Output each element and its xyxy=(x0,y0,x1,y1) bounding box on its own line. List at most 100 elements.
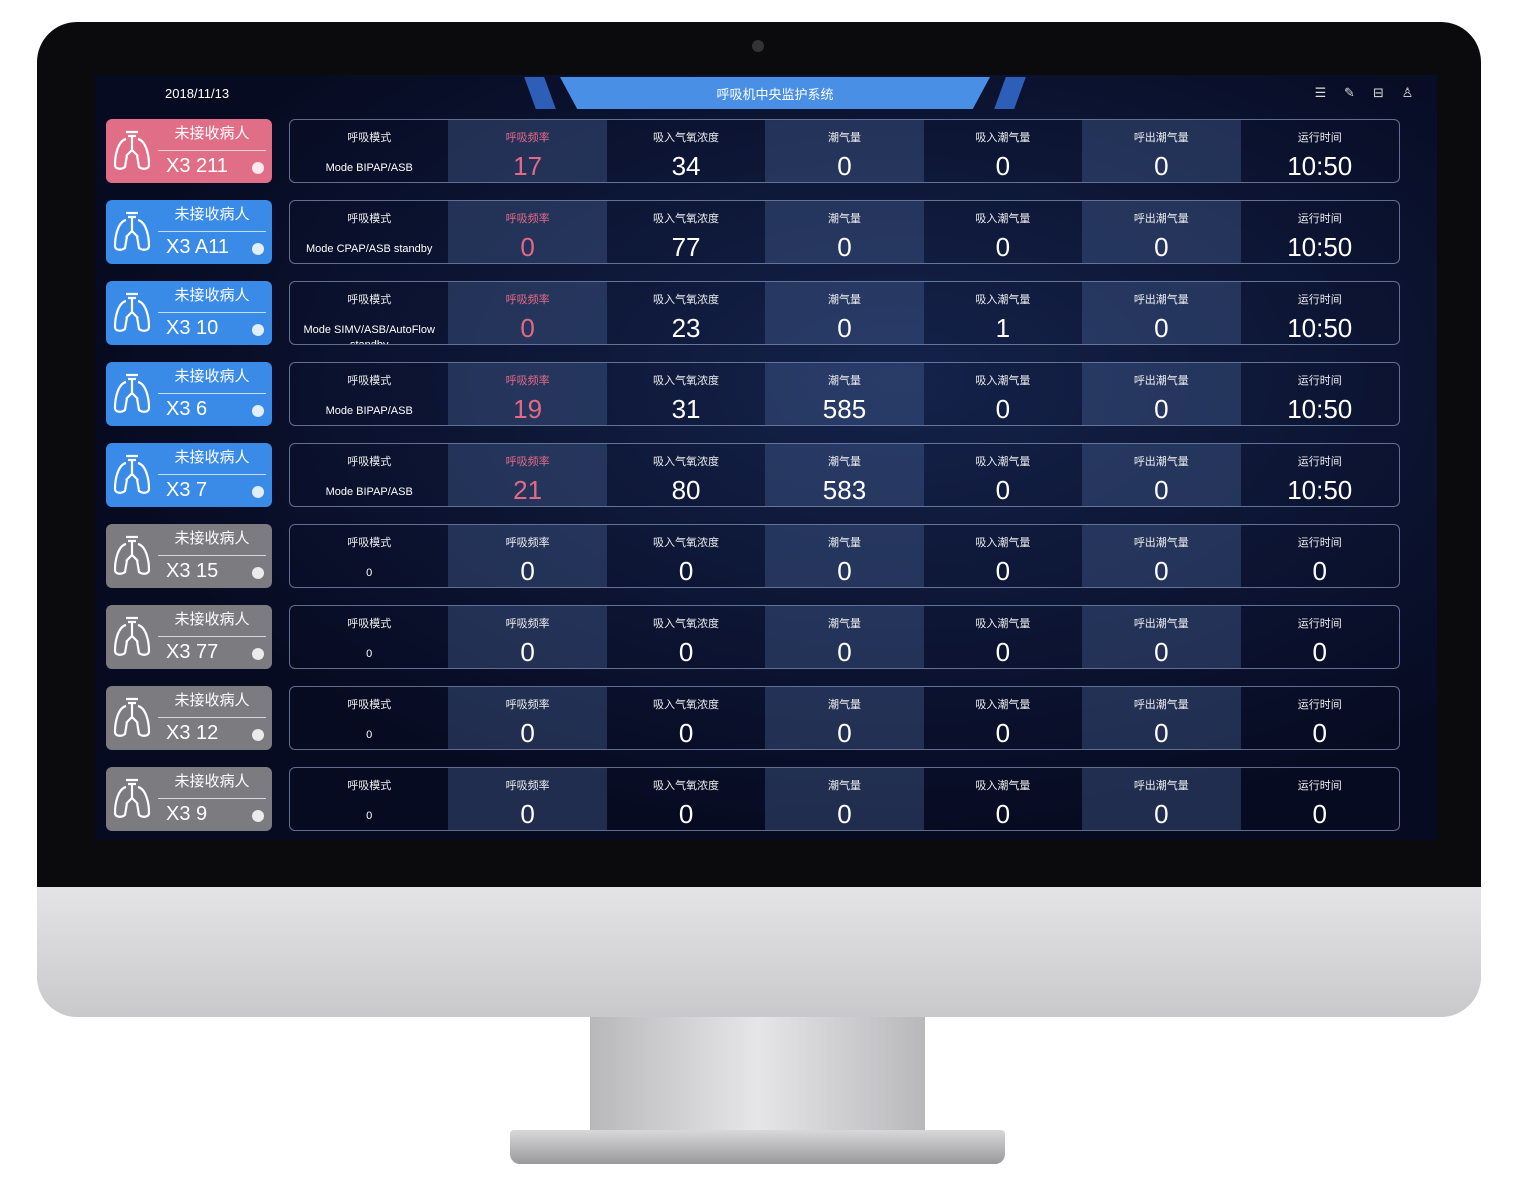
bed-card[interactable]: 未接收病人 X3 6 xyxy=(106,362,272,426)
layout-icon[interactable]: ⊟ xyxy=(1373,85,1384,100)
ventilator-row: 未接收病人 X3 12 呼吸模式 0 呼吸频率 0 吸入气氧浓度 0 潮气量 0 吸入潮气量 0 呼… xyxy=(106,686,1400,750)
cell-mode: 呼吸模式 Mode SIMV/ASB/AutoFlow standby xyxy=(290,282,448,344)
metric-label: 运行时间 xyxy=(1297,294,1342,306)
cell-metric: 潮气量 0 xyxy=(765,606,924,668)
metric-value: 585 xyxy=(822,394,867,424)
edit-icon[interactable] xyxy=(252,567,264,579)
patient-status: 未接收病人 xyxy=(158,119,266,151)
bed-id: X3 A11 xyxy=(166,236,230,258)
metric-label: 呼吸模式 xyxy=(347,780,392,792)
cell-metric: 吸入潮气量 1 xyxy=(924,282,1082,344)
lung-icon xyxy=(106,200,158,264)
edit-icon[interactable] xyxy=(252,648,264,660)
metrics-table: 呼吸模式 Mode BIPAP/ASB 呼吸频率 17 吸入气氧浓度 34 潮气量 0 吸入潮气… xyxy=(289,119,1400,183)
user-icon[interactable]: ♙ xyxy=(1401,85,1414,100)
toolbar: ☰ ✎ ⊟ ♙ xyxy=(1313,85,1415,100)
metric-label: 吸入潮气量 xyxy=(975,780,1031,792)
metric-value: 0 xyxy=(678,718,694,748)
edit-icon[interactable] xyxy=(252,729,264,741)
metric-value: 0 xyxy=(995,799,1011,829)
lung-icon xyxy=(106,281,158,345)
metric-value: 0 xyxy=(678,637,694,667)
metric-value: 31 xyxy=(671,394,701,424)
metric-label: 吸入气氧浓度 xyxy=(653,780,720,792)
cell-metric: 吸入气氧浓度 0 xyxy=(607,525,765,587)
metrics-table: 呼吸模式 0 呼吸频率 0 吸入气氧浓度 0 潮气量 0 吸入潮气量 0 呼出潮气量 0 运行时间 0 xyxy=(289,686,1400,750)
bed-id: X3 9 xyxy=(166,803,208,825)
cell-metric: 呼出潮气量 0 xyxy=(1082,201,1241,263)
metric-label: 潮气量 xyxy=(827,699,861,711)
metric-label: 运行时间 xyxy=(1297,213,1342,225)
bed-card[interactable]: 未接收病人 X3 211 xyxy=(106,119,272,183)
lung-icon xyxy=(106,767,158,831)
bed-id: X3 77 xyxy=(166,641,219,663)
edit-icon[interactable] xyxy=(252,810,264,822)
edit-icon[interactable] xyxy=(252,486,264,498)
edit-icon[interactable]: ✎ xyxy=(1344,85,1355,100)
cell-metric: 运行时间 10:50 xyxy=(1241,282,1399,344)
metric-value: 0 xyxy=(1154,475,1169,505)
cell-metric: 呼出潮气量 0 xyxy=(1082,606,1241,668)
cell-metric: 运行时间 10:50 xyxy=(1241,363,1399,425)
metric-label: 潮气量 xyxy=(827,537,861,549)
bed-card[interactable]: 未接收病人 X3 77 xyxy=(106,605,272,669)
metric-label: 吸入气氧浓度 xyxy=(653,456,720,468)
metric-value: 0 xyxy=(1154,637,1169,667)
cell-metric: 吸入气氧浓度 0 xyxy=(607,768,765,830)
metric-value: Mode BIPAP/ASB xyxy=(325,486,413,498)
metric-value: 0 xyxy=(1154,151,1169,181)
cell-metric: 潮气量 0 xyxy=(765,687,924,749)
menu-icon[interactable]: ☰ xyxy=(1314,85,1327,100)
metric-label: 呼出潮气量 xyxy=(1133,537,1189,549)
metric-value: 1 xyxy=(995,313,1011,343)
edit-icon[interactable] xyxy=(252,405,264,417)
metric-value: 34 xyxy=(671,151,701,181)
bed-card[interactable]: 未接收病人 X3 10 xyxy=(106,281,272,345)
metric-value: 0 xyxy=(520,637,535,667)
bed-card[interactable]: 未接收病人 X3 A11 xyxy=(106,200,272,264)
metric-value: 0 xyxy=(837,556,852,586)
metric-value: 0 xyxy=(520,232,535,262)
metric-value: 10:50 xyxy=(1287,313,1353,343)
cell-metric: 呼出潮气量 0 xyxy=(1082,768,1241,830)
metric-label: 吸入气氧浓度 xyxy=(653,213,720,225)
lung-icon xyxy=(106,605,158,669)
metric-value: 0 xyxy=(995,394,1011,424)
monitor-stand xyxy=(590,1017,925,1137)
metric-label: 呼出潮气量 xyxy=(1133,618,1189,630)
lung-icon xyxy=(106,686,158,750)
metric-value: 0 xyxy=(837,718,852,748)
metric-label: 呼出潮气量 xyxy=(1133,294,1189,306)
metric-value: 583 xyxy=(822,475,867,505)
patient-status: 未接收病人 xyxy=(158,281,266,313)
edit-icon[interactable] xyxy=(252,243,264,255)
lung-icon xyxy=(106,362,158,426)
cell-metric: 吸入气氧浓度 77 xyxy=(607,201,765,263)
bed-card[interactable]: 未接收病人 X3 7 xyxy=(106,443,272,507)
metric-value: 0 xyxy=(837,637,852,667)
metric-label: 吸入潮气量 xyxy=(975,699,1031,711)
date: 2018/11/13 xyxy=(165,86,230,101)
metric-value: 80 xyxy=(671,475,701,505)
cell-metric: 呼吸频率 17 xyxy=(448,120,607,182)
cell-metric: 吸入气氧浓度 23 xyxy=(607,282,765,344)
cell-metric: 呼出潮气量 0 xyxy=(1082,444,1241,506)
bed-id: X3 211 xyxy=(166,155,228,177)
ventilator-row: 未接收病人 X3 211 呼吸模式 Mode BIPAP/ASB 呼吸频率 17 吸入气… xyxy=(106,119,1400,183)
metric-label: 呼吸模式 xyxy=(347,456,392,468)
bed-card[interactable]: 未接收病人 X3 15 xyxy=(106,524,272,588)
metric-value: 17 xyxy=(513,151,543,181)
bed-card[interactable]: 未接收病人 X3 12 xyxy=(106,686,272,750)
metric-value: 0 xyxy=(837,232,852,262)
patient-status: 未接收病人 xyxy=(158,200,266,232)
bed-card[interactable]: 未接收病人 X3 9 xyxy=(106,767,272,831)
metric-label: 潮气量 xyxy=(827,132,861,144)
cell-metric: 运行时间 0 xyxy=(1241,606,1399,668)
cell-metric: 吸入潮气量 0 xyxy=(924,444,1082,506)
edit-icon[interactable] xyxy=(252,162,264,174)
cell-metric: 吸入气氧浓度 0 xyxy=(607,606,765,668)
metric-label: 吸入气氧浓度 xyxy=(653,618,720,630)
cell-metric: 潮气量 0 xyxy=(765,525,924,587)
edit-icon[interactable] xyxy=(252,324,264,336)
metric-label: 吸入潮气量 xyxy=(975,213,1031,225)
